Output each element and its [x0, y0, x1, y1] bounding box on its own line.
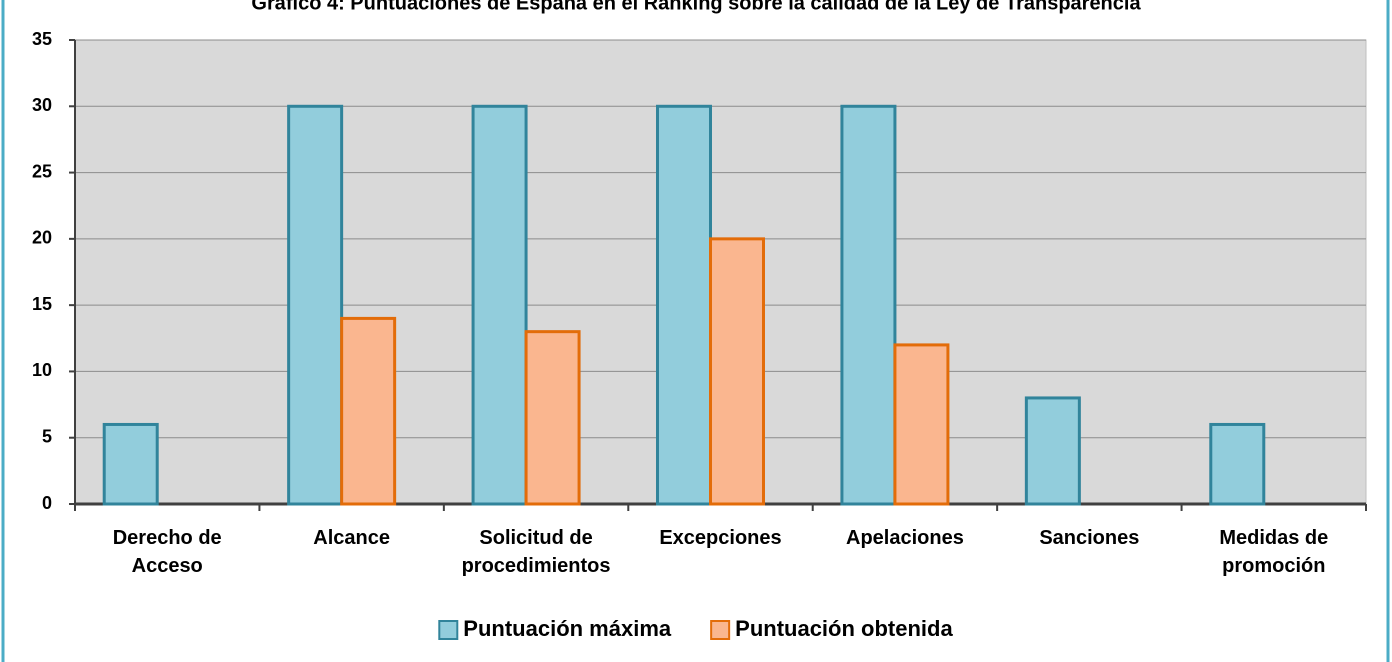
- y-tick-label: 15: [32, 294, 52, 314]
- y-tick-label: 5: [42, 426, 52, 446]
- x-tick-label: Solicitud de procedimientos: [461, 527, 611, 577]
- legend-label: Puntuación obtenida: [735, 616, 953, 641]
- bar: [524, 330, 581, 506]
- bar: [1209, 422, 1266, 506]
- x-tick-label: Sanciones: [1039, 527, 1140, 549]
- bar: [1024, 396, 1081, 506]
- chart-title: Gráfico 4: Puntuaciones de España en el …: [251, 0, 1141, 14]
- y-tick-label: 10: [32, 360, 52, 380]
- bar: [340, 316, 397, 506]
- legend-swatch: [438, 620, 459, 640]
- y-tick-label: 25: [32, 161, 52, 181]
- bar: [893, 343, 950, 506]
- x-tick-label: Derecho de Acceso: [112, 527, 222, 577]
- legend-swatch: [710, 620, 731, 640]
- y-tick-label: 20: [32, 228, 52, 248]
- y-tick-label: 35: [32, 29, 52, 49]
- bar: [471, 104, 528, 506]
- x-tick-label: Medidas de promoción: [1219, 527, 1329, 577]
- y-tick-label: 0: [42, 493, 52, 513]
- x-tick-label: Alcance: [313, 527, 390, 549]
- y-tick-label: 30: [32, 95, 52, 115]
- bar: [709, 237, 765, 506]
- bar: [287, 104, 344, 506]
- bar: [656, 104, 712, 506]
- legend-label: Puntuación máxima: [463, 616, 672, 641]
- x-tick-label: Excepciones: [659, 527, 782, 549]
- x-tick-label: Apelaciones: [846, 527, 964, 549]
- bar: [102, 422, 159, 506]
- bar: [840, 104, 897, 506]
